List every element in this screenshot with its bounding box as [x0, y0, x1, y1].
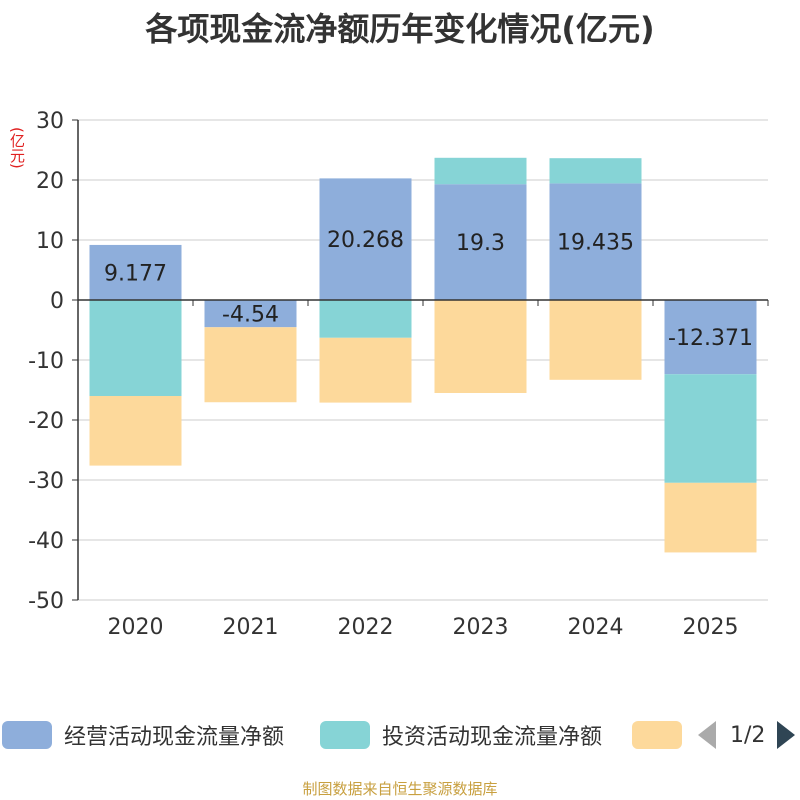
bar-chart: 30 20 10 0 -10 -20 -30 -40 -50 9.177 -4.54 20.268 19… — [28, 109, 769, 640]
source-note: 制图数据来自恒生聚源数据库 — [302, 780, 498, 798]
bar-operating-2023 — [434, 184, 527, 300]
x-tick-label: 2025 — [683, 615, 739, 640]
y-tick-label: -30 — [28, 469, 64, 494]
bar-investing-2025 — [664, 374, 757, 483]
y-tick-label: -10 — [28, 349, 64, 374]
chart-title: 各项现金流净额历年变化情况(亿元) — [145, 10, 655, 48]
data-label-2024: 19.435 — [557, 231, 634, 256]
x-tick-label: 2024 — [568, 615, 624, 640]
legend-item-investing[interactable]: 投资活动现金流量净额 — [320, 715, 602, 755]
legend: 经营活动现金流量净额 投资活动现金流量净额 1/2 — [0, 715, 800, 755]
legend-page-indicator: 1/2 — [730, 722, 766, 748]
bar-financing-2024 — [549, 300, 642, 380]
bar-investing-2023 — [434, 157, 527, 185]
bar-operating-2022 — [319, 178, 412, 300]
legend-pager: 1/2 — [698, 715, 796, 755]
bar-financing-2025 — [664, 482, 757, 553]
data-label-2025: -12.371 — [668, 326, 753, 351]
legend-label-investing: 投资活动现金流量净额 — [382, 725, 603, 750]
legend-item-financing[interactable] — [632, 715, 682, 755]
y-tick-label: 10 — [36, 229, 64, 254]
x-tick-label: 2020 — [108, 615, 164, 640]
bar-operating-2025 — [664, 300, 757, 375]
y-tick-label: -40 — [28, 529, 64, 554]
bar-financing-2020 — [89, 396, 182, 466]
data-label-2021: -4.54 — [222, 303, 279, 328]
legend-item-operating[interactable]: 经营活动现金流量净额 — [2, 715, 284, 755]
bar-financing-2023 — [434, 300, 527, 393]
next-page-icon[interactable] — [777, 721, 796, 749]
y-tick-label: 20 — [36, 169, 64, 194]
x-tick-label: 2021 — [223, 615, 279, 640]
y-axis-unit-label: (亿元) — [8, 127, 26, 169]
bar-operating-2024 — [549, 183, 642, 300]
y-tick-label: -20 — [28, 409, 64, 434]
bar-financing-2021 — [204, 327, 297, 403]
data-label-2020: 9.177 — [104, 261, 167, 286]
data-label-2022: 20.268 — [327, 228, 404, 253]
legend-swatch-financing — [632, 721, 682, 749]
legend-swatch-investing — [320, 721, 370, 749]
bar-operating-2021 — [204, 300, 297, 328]
data-label-2023: 19.3 — [456, 231, 505, 256]
bar-investing-2024 — [549, 158, 642, 184]
prev-page-icon[interactable] — [698, 721, 716, 749]
y-tick-label: 0 — [50, 289, 64, 314]
y-tick-label: 30 — [36, 109, 64, 134]
bar-investing-2020 — [89, 300, 182, 396]
y-tick-label: -50 — [28, 589, 64, 614]
bar-financing-2022 — [319, 337, 412, 403]
x-tick-label: 2022 — [338, 615, 394, 640]
legend-label-operating: 经营活动现金流量净额 — [64, 725, 285, 750]
x-tick-label: 2023 — [453, 615, 509, 640]
bar-operating-2020 — [89, 244, 182, 300]
legend-swatch-operating — [2, 721, 52, 749]
bar-investing-2022 — [319, 300, 412, 338]
